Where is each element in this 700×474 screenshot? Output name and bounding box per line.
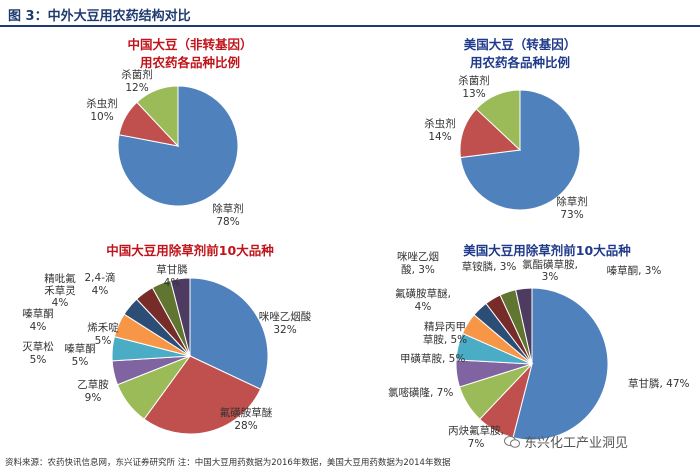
chart4-label-2-value: 7% [468,438,485,450]
chart3-slice-10 [169,277,191,357]
wechat-icon [504,436,520,448]
chart3-label-2-value: 28% [234,420,257,432]
chart4-label-7-name-b: 酸, 3% [401,263,435,276]
chart3-label-4-value: 5% [72,356,89,368]
chart3-label-6-name: 烯禾啶 [87,321,119,334]
chart2-slice-3 [475,89,521,152]
chart4-slice-1 [512,287,609,441]
chart2-label-2-name: 杀虫剂 [424,117,456,130]
chart3-label-8-name-b: 禾草灵 [44,285,76,297]
chart3-slice-1 [189,277,269,390]
chart1-label-3-name: 杀菌剂 [121,68,153,81]
chart1-title-line2: 用农药各品种比例 [139,55,240,70]
watermark: 东兴化工产业洞见 [504,432,628,451]
chart4-label-7-name-a: 咪唑乙烟 [397,250,439,263]
chart3-label-9-name: 2,4-滴 [85,271,116,284]
chart2-title-line2: 用农药各品种比例 [469,55,570,70]
chart3-label-7-name: 嗪草酮 [22,307,54,320]
chart3-label-2-name: 氟磺胺草醚 [220,406,273,419]
chart3-label-4-name: 嗪草酮 [64,342,96,355]
figure-title: 图 3：中外大豆用农药结构对比 [8,9,191,24]
watermark-text: 东兴化工产业洞见 [524,436,629,451]
chart4-label-5-name-a: 精异丙甲 [424,320,466,333]
chart1-slice-3 [136,85,179,148]
chart3-label-10-name: 草甘膦 [156,263,188,276]
chart2-title: 美国大豆（转基因） 用农药各品种比例 [425,36,615,72]
chart4-label-2-name: 丙炔氟草胺, [448,424,504,437]
chart2-label-2-value: 14% [428,131,451,143]
chart4-label-4-text: 甲磺草胺, 5% [400,352,465,365]
chart2-title-line1: 美国大豆（转基因） [463,37,577,52]
chart4-label-6-name: 氟磺胺草醚, [395,287,451,300]
chart1-label-2-value: 10% [90,111,113,123]
chart4-label-1-text: 草甘膦, 47% [628,377,690,390]
chart3-slice-2 [143,355,262,435]
chart1-title-line1: 中国大豆（非转基因） [127,37,253,52]
chart4-label-5-name-b: 草胺, 5% [423,333,467,346]
chart3-label-10-value: 4% [164,277,181,289]
chart2-label-3-value: 13% [462,88,485,100]
chart2-label-3-name: 杀菌剂 [458,74,490,87]
chart3-label-5-name: 灭草松 [22,340,54,353]
chart1-label-1-name: 除草剂 [212,202,244,215]
chart1-label-1-value: 78% [216,216,239,228]
chart1-label-3-value: 12% [125,82,148,94]
chart3-label-1-name: 咪唑乙烟酸 [259,310,312,323]
chart3-label-8-name-a: 精吡氟 [44,272,76,285]
chart3-label-3-name: 乙草胺 [77,378,109,391]
chart4-label-9-value: 3% [542,271,559,283]
chart4-label-6-value: 4% [415,301,432,313]
chart3-label-8-value: 4% [52,297,69,309]
chart2-label-1-name: 除草剂 [556,195,588,208]
chart3-label-9-value: 4% [92,285,109,297]
chart2-slice-2 [459,108,522,159]
header-divider [0,25,700,27]
chart3-label-5-value: 5% [30,354,47,366]
chart3-label-3-value: 9% [85,392,102,404]
chart4-label-3-text: 氯嘧磺隆, 7% [388,386,453,399]
chart4-title: 美国大豆用除草剂前10大品种 [463,243,631,258]
chart4-slice-10 [515,287,533,365]
chart4-label-8-text: 草铵膦, 3% [462,260,517,273]
chart1-title: 中国大豆（非转基因） 用农药各品种比例 [95,36,285,72]
chart1-label-2-name: 杀虫剂 [86,97,118,110]
chart1-slice-1 [117,85,239,207]
chart3-title: 中国大豆用除草剂前10大品种 [106,243,274,258]
chart3-label-1-value: 32% [273,324,296,336]
source-note: 资料来源：农药快讯信息网，东兴证券研究所 注：中国大豆用药数据为2016年数据，… [5,458,451,468]
chart2-label-1-value: 73% [560,209,583,221]
chart3-label-6-value: 5% [95,335,112,347]
chart4-label-9-name: 氯酯磺草胺, [522,258,578,271]
chart4-label-10-text: 嗪草酮, 3% [607,264,662,277]
figure-header: 图 3：中外大豆用农药结构对比 [0,0,700,27]
chart3-label-7-value: 4% [30,321,47,333]
